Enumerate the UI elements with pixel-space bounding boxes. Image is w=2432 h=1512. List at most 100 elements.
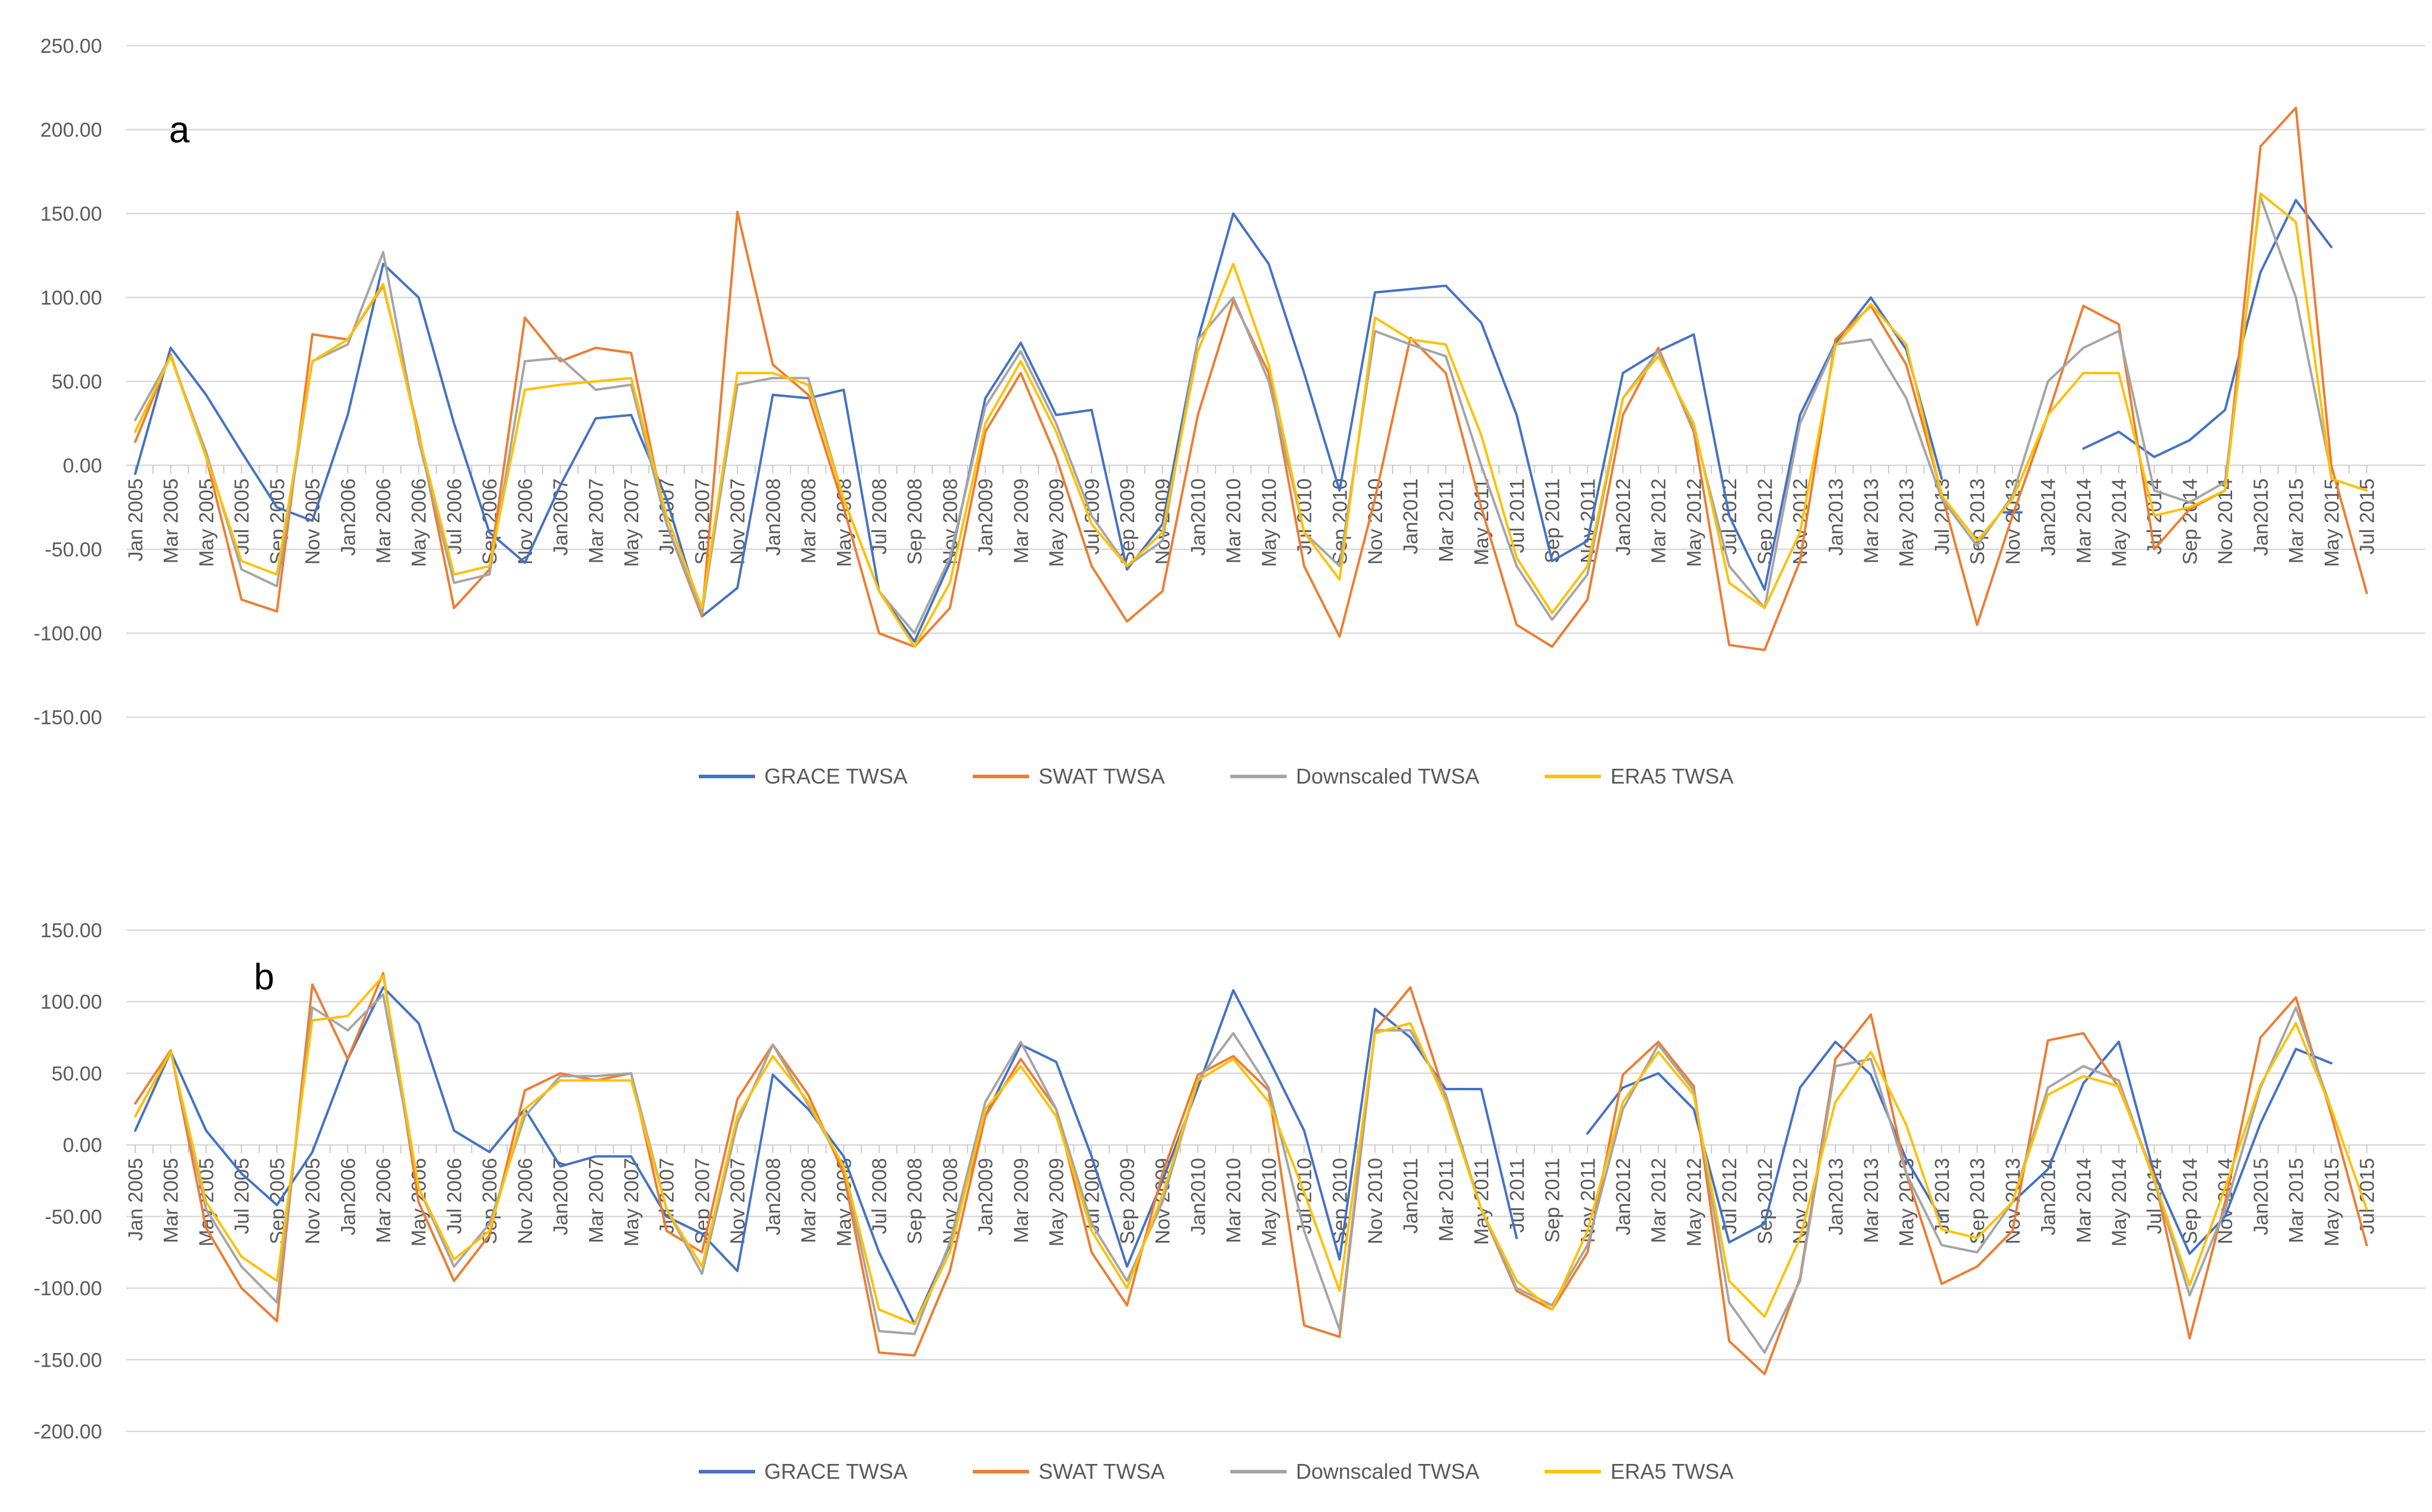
y-axis-tick-label: -100.00 [34, 1278, 102, 1300]
x-axis-tick-label: Sep 2011 [1542, 479, 1564, 564]
x-axis-tick-label: Nov 2008 [939, 1158, 962, 1244]
x-axis-tick-label: Sep 2013 [1966, 1158, 1989, 1244]
y-axis-tick-label: 50.00 [52, 1062, 102, 1085]
x-axis-tick-label: May 2012 [1683, 1158, 1705, 1246]
x-axis-tick-label: Jan2008 [762, 479, 785, 556]
legend-line-swatch-downscaled [1230, 1470, 1287, 1473]
x-axis-tick-label: Jan2012 [1612, 1158, 1635, 1235]
y-axis-tick-label: 200.00 [40, 119, 102, 142]
legend-item-downscaled-twsa: Downscaled TWSA [1230, 764, 1479, 789]
legend-label: ERA5 TWSA [1610, 1459, 1734, 1484]
x-axis-tick-label: Mar 2008 [798, 1158, 820, 1243]
x-axis-tick-label: Jan2012 [1612, 479, 1635, 556]
x-axis-tick-label: Mar 2005 [160, 479, 183, 564]
x-axis-tick-label: Mar 2007 [585, 1158, 607, 1243]
x-axis-tick-label: Sep 2014 [2179, 479, 2201, 565]
x-axis-tick-label: Mar 2007 [585, 479, 607, 564]
legend-line-swatch-grace [698, 775, 755, 778]
chart-b-panel: 150.00 100.00 50.00 0.00 -50.00 -100.00 -150.0… [34, 919, 2425, 1443]
x-axis-tick-label: Sep 2013 [1966, 479, 1989, 565]
x-axis-tick-label: Mar 2012 [1648, 479, 1670, 564]
x-axis-tick-label: Jan2010 [1187, 478, 1209, 555]
x-axis-tick-label: Mar 2015 [2285, 479, 2308, 564]
x-axis-tick-label: May 2014 [2108, 479, 2131, 567]
x-axis-tick-label: Jan2010 [1187, 1158, 1209, 1235]
x-axis-tick-label: May 2007 [620, 1158, 643, 1246]
y-axis-tick-label: -100.00 [34, 623, 102, 645]
legend-line-swatch-swat [972, 775, 1029, 778]
x-axis-tick-label: Nov 2007 [727, 1158, 749, 1244]
panel-letter-a: a [169, 110, 190, 151]
legend-b: GRACE TWSA SWAT TWSA Downscaled TWSA ERA5 T… [0, 1459, 2432, 1484]
x-axis-tick-label: Jul 2013 [1931, 479, 1953, 555]
x-axis-tick-label: Jan2013 [1825, 1158, 1847, 1235]
y-axis-tick-label: 250.00 [40, 35, 102, 58]
x-axis-tick-label: Jul 2012 [1718, 1158, 1741, 1234]
x-axis-tick-label: Mar 2014 [2073, 1158, 2095, 1243]
x-axis-tick-label: Mar 2005 [160, 1158, 183, 1243]
x-axis-tick-label: Nov 2010 [1364, 1158, 1387, 1244]
legend-label: ERA5 TWSA [1610, 764, 1734, 788]
legend-label: SWAT TWSA [1038, 764, 1165, 788]
x-axis-tick-label: Mar 2006 [373, 1158, 395, 1243]
x-axis-tick-label: Jul 2008 [868, 479, 891, 555]
x-axis-tick-label: Mar 2006 [373, 479, 395, 564]
x-axis-tick-label: Jul 2011 [1506, 1158, 1529, 1233]
y-axis-tick-label: 100.00 [40, 287, 102, 310]
x-axis-tick-label: Sep 2009 [1116, 1158, 1139, 1244]
x-axis-tick-label: Sep 2012 [1754, 1158, 1777, 1244]
legend-line-swatch-era5 [1545, 775, 1602, 778]
x-axis-tick-label: Sep 2009 [1116, 479, 1139, 565]
y-axis-tick-label: 150.00 [40, 919, 102, 942]
x-axis-tick-label: Mar 2010 [1223, 1158, 1245, 1243]
x-axis-tick-label: Jul 2005 [231, 1158, 253, 1234]
x-axis-tick-label: Jul 2006 [443, 1158, 466, 1234]
x-axis-tick-label: Nov 2006 [514, 479, 537, 565]
era5-twsa-line-a [134, 192, 2368, 648]
legend-line-swatch-swat [972, 1470, 1029, 1473]
legend-label: Downscaled TWSA [1295, 764, 1480, 788]
x-axis-tick-label: Jan 2005 [125, 1158, 147, 1241]
x-axis-tick-label: Jan2013 [1825, 479, 1847, 556]
x-axis-tick-label: May 2011 [1470, 1158, 1493, 1245]
x-axis-tick-label: Jul 2014 [2144, 1158, 2166, 1234]
x-axis-tick-label: May 2011 [1470, 479, 1493, 566]
x-axis-tick-label: Jan 2005 [125, 479, 147, 562]
legend-item-era5-twsa: ERA5 TWSA [1545, 764, 1733, 789]
legend-item-grace-twsa: GRACE TWSA [698, 1459, 908, 1484]
x-axis-tick-label: Mar 2011 [1435, 1158, 1457, 1242]
x-axis-tick-label: Mar 2008 [798, 479, 820, 564]
y-axis-tick-label: 150.00 [40, 203, 102, 225]
legend-item-grace-twsa: GRACE TWSA [698, 764, 908, 789]
era5-twsa-line-b [134, 975, 2368, 1325]
x-axis-tick-label: Jan2008 [762, 1158, 785, 1235]
x-axis-tick-label: Mar 2009 [1010, 1158, 1033, 1243]
x-axis-tick-label: Jan2007 [550, 479, 572, 556]
x-axis-tick-label: Mar 2009 [1010, 479, 1033, 564]
legend-line-swatch-downscaled [1230, 775, 1287, 778]
x-axis-tick-label: Mar 2014 [2073, 479, 2095, 564]
x-axis-tick-label: Nov 2005 [302, 1158, 324, 1244]
legend-item-swat-twsa: SWAT TWSA [972, 764, 1165, 789]
x-axis-tick-label: Mar 2015 [2285, 1158, 2308, 1243]
x-axis-b [135, 1145, 2367, 1154]
x-axis-tick-label: May 2010 [1258, 479, 1281, 567]
legend-line-swatch-era5 [1545, 1470, 1602, 1473]
legend-label: GRACE TWSA [764, 764, 908, 788]
x-axis-tick-label: Mar 2011 [1435, 479, 1457, 562]
legend-label: SWAT TWSA [1038, 1459, 1165, 1484]
legend-label: Downscaled TWSA [1295, 1459, 1480, 1484]
y-axis-tick-label: -50.00 [45, 539, 102, 561]
x-axis-tick-label: Mar 2013 [1860, 479, 1883, 564]
x-axis-tick-label: May 2013 [1896, 479, 1918, 567]
x-axis-tick-label: May 2009 [1046, 479, 1068, 567]
x-axis-tick-label: Jan2011 [1400, 479, 1422, 555]
x-axis-tick-label: Mar 2013 [1860, 1158, 1883, 1243]
swat-twsa-line-a [134, 106, 2368, 651]
chart-a-panel: 250.00 200.00 150.00 100.00 50.00 0.00 -50.00 -… [34, 35, 2425, 729]
y-axis-tick-label: 100.00 [40, 991, 102, 1014]
x-axis-tick-label: Jan2009 [975, 479, 997, 556]
x-axis-tick-label: Sep 2008 [904, 479, 927, 565]
x-axis-tick-label: May 2010 [1258, 1158, 1281, 1246]
